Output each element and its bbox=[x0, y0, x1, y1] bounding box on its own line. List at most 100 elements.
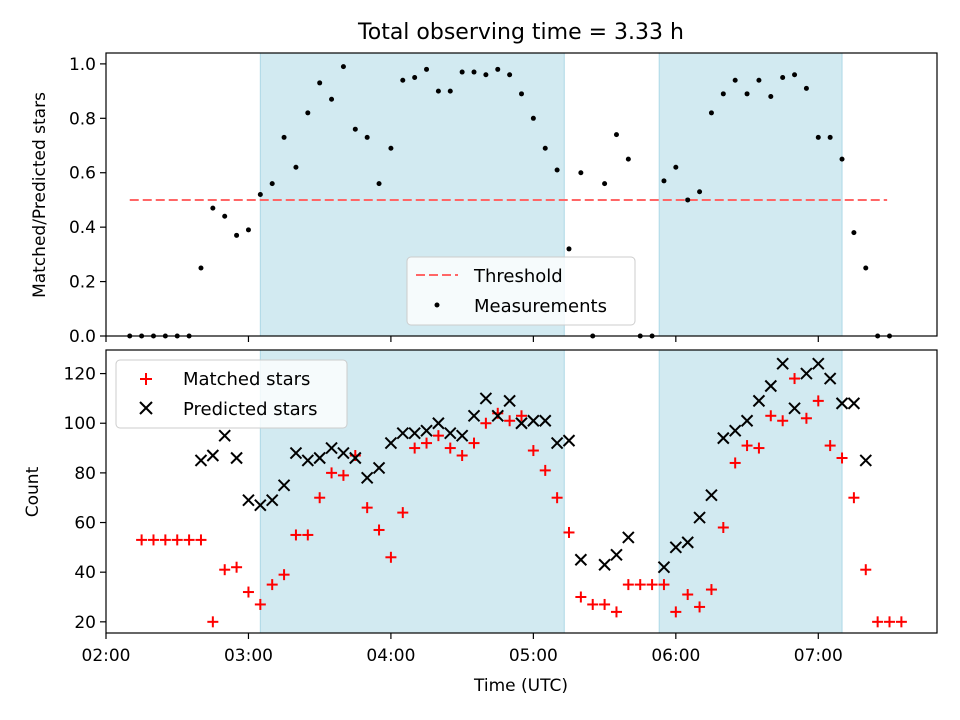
measurement-point bbox=[424, 66, 430, 72]
measurement-point bbox=[388, 145, 394, 151]
matched-star-marker bbox=[527, 445, 539, 457]
predicted-star-marker bbox=[752, 394, 766, 408]
matched-star-marker bbox=[231, 561, 243, 573]
matched-star-marker bbox=[147, 534, 159, 546]
matched-star-marker bbox=[895, 616, 907, 628]
matched-star-marker bbox=[682, 589, 694, 601]
predicted-star-marker bbox=[360, 471, 374, 485]
matched-star-marker bbox=[658, 579, 670, 591]
predicted-star-marker bbox=[622, 531, 635, 544]
matched-star-marker bbox=[622, 579, 634, 591]
top-y-ticks: 0.0 0.2 0.4 0.6 0.8 1.0 bbox=[69, 55, 106, 347]
predicted-star-marker bbox=[800, 367, 813, 380]
measurement-point bbox=[364, 134, 370, 140]
matched-star-marker bbox=[290, 529, 302, 541]
measurement-point bbox=[329, 96, 335, 102]
matched-star-marker bbox=[705, 584, 717, 596]
matched-star-marker bbox=[468, 437, 480, 449]
measurements-legend-marker bbox=[434, 302, 440, 308]
y-tick-label: 40 bbox=[74, 563, 96, 583]
matched-star-marker bbox=[385, 551, 397, 563]
predicted-star-marker bbox=[657, 561, 671, 574]
y-tick-label: 0.2 bbox=[69, 273, 96, 293]
bottom-xlabel: Time (UTC) bbox=[473, 676, 568, 696]
measurement-point bbox=[495, 66, 501, 72]
measurement-point bbox=[685, 197, 691, 203]
measurement-point bbox=[625, 156, 631, 162]
measurement-point bbox=[352, 126, 358, 132]
measurement-point bbox=[839, 156, 845, 162]
matched-star-marker bbox=[456, 450, 468, 462]
y-tick-label: 1.0 bbox=[69, 55, 96, 75]
x-tick-label: 06:00 bbox=[651, 646, 700, 666]
matched-star-marker bbox=[397, 507, 409, 519]
predicted-legend-label: Predicted stars bbox=[183, 399, 317, 420]
predicted-star-marker bbox=[740, 414, 754, 427]
predicted-star-marker bbox=[835, 397, 849, 410]
measurement-point bbox=[222, 213, 228, 219]
top-x-ticks bbox=[105, 336, 819, 342]
predicted-star-marker bbox=[717, 431, 730, 445]
predicted-star-marker bbox=[337, 446, 350, 460]
matched-star-marker bbox=[326, 467, 338, 479]
measurement-point bbox=[851, 230, 857, 236]
predicted-star-marker bbox=[859, 454, 872, 467]
predicted-star-marker bbox=[242, 493, 255, 507]
y-tick-label: 0.8 bbox=[69, 109, 96, 129]
predicted-star-marker bbox=[503, 394, 516, 408]
predicted-star-marker bbox=[277, 479, 291, 492]
measurement-point bbox=[697, 189, 703, 195]
predicted-star-marker bbox=[313, 451, 326, 465]
measurement-point bbox=[673, 164, 679, 170]
predicted-star-marker bbox=[574, 553, 588, 566]
matched-star-marker bbox=[516, 410, 527, 422]
measurement-point bbox=[720, 91, 726, 97]
matched-star-marker bbox=[444, 442, 456, 454]
matched-star-marker bbox=[729, 457, 741, 469]
predicted-star-marker bbox=[598, 558, 611, 571]
predicted-star-marker bbox=[491, 409, 504, 422]
measurement-point bbox=[554, 167, 560, 173]
matched-star-marker bbox=[421, 437, 433, 449]
predicted-star-marker bbox=[705, 489, 718, 502]
predicted-star-marker bbox=[776, 357, 789, 370]
matched-star-marker bbox=[717, 521, 729, 533]
matched-star-marker bbox=[777, 415, 789, 427]
top-legend-box bbox=[406, 256, 636, 326]
x-tick-label: 02:00 bbox=[82, 646, 131, 666]
matched-star-marker bbox=[266, 579, 278, 591]
predicted-star-marker bbox=[444, 426, 457, 440]
bottom-x-ticks: 02:00 03:00 04:00 05:00 06:00 07:00 bbox=[82, 633, 843, 666]
measurement-point bbox=[768, 94, 774, 100]
predicted-star-marker bbox=[265, 493, 279, 507]
matched-star-marker bbox=[812, 395, 824, 407]
measurement-point bbox=[483, 72, 489, 78]
top-axes-frame bbox=[105, 52, 938, 337]
predicted-star-marker bbox=[194, 454, 208, 467]
predicted-stars-points bbox=[194, 357, 872, 574]
matched-star-marker bbox=[242, 586, 254, 598]
predicted-star-marker bbox=[550, 436, 564, 450]
y-tick-label: 100 bbox=[64, 414, 96, 434]
matched-star-marker bbox=[219, 564, 231, 576]
predicted-star-marker bbox=[455, 429, 469, 442]
predicted-star-marker bbox=[384, 436, 398, 450]
matched-star-marker bbox=[432, 430, 444, 442]
measurement-point bbox=[613, 132, 619, 138]
measurement-point bbox=[376, 181, 382, 187]
x-tick-label: 07:00 bbox=[794, 646, 843, 666]
matched-legend-marker bbox=[140, 373, 152, 385]
predicted-star-marker bbox=[847, 397, 861, 410]
measurement-point bbox=[198, 265, 204, 271]
measurement-point bbox=[507, 72, 513, 78]
measurement-point bbox=[530, 115, 536, 121]
predicted-star-marker bbox=[562, 434, 576, 447]
matched-star-marker bbox=[741, 440, 753, 452]
measurement-point bbox=[792, 72, 798, 78]
matched-star-marker bbox=[337, 469, 349, 481]
measurement-point bbox=[305, 110, 311, 116]
measurement-point bbox=[281, 134, 287, 140]
matched-star-marker bbox=[207, 616, 219, 628]
matched-star-marker bbox=[765, 410, 777, 422]
matched-star-marker bbox=[563, 526, 575, 538]
